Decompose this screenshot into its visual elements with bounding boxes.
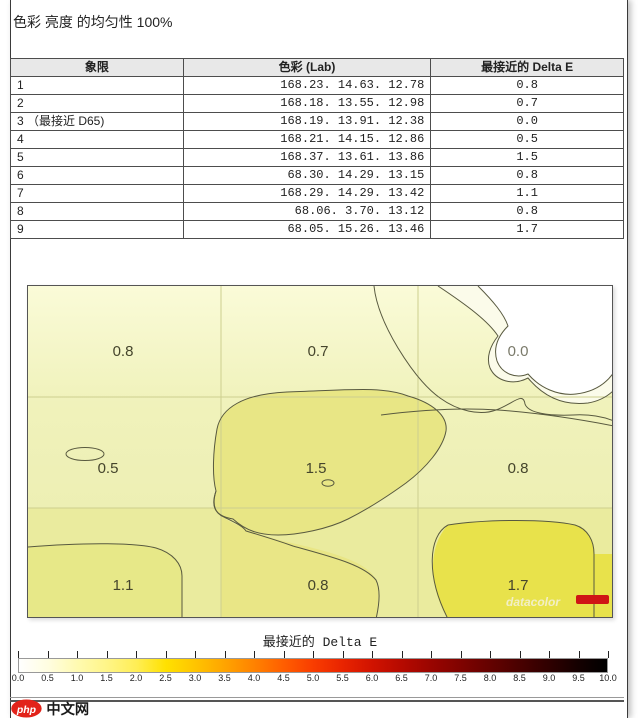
svg-text:0.0: 0.0 [508, 343, 529, 360]
svg-text:1.7: 1.7 [508, 577, 529, 594]
svg-text:0.8: 0.8 [508, 460, 529, 477]
svg-text:php: php [16, 705, 37, 716]
svg-text:中文网: 中文网 [46, 700, 89, 718]
svg-text:datacolor: datacolor [506, 595, 561, 609]
svg-text:1.5: 1.5 [306, 460, 327, 477]
svg-text:0.8: 0.8 [308, 577, 329, 594]
svg-text:1.1: 1.1 [113, 577, 134, 594]
svg-text:0.7: 0.7 [308, 343, 329, 360]
svg-text:0.5: 0.5 [98, 460, 119, 477]
svg-text:0.8: 0.8 [113, 343, 134, 360]
